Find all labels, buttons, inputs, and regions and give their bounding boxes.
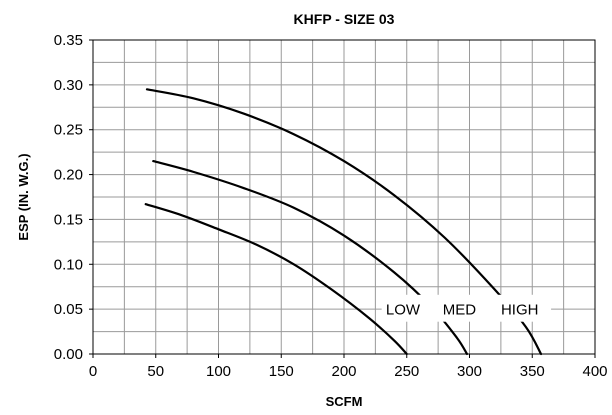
x-tick-label: 200 — [331, 363, 356, 380]
y-tick-label: 0.05 — [54, 301, 83, 318]
series-line-low — [144, 203, 408, 356]
x-tick-label: 300 — [457, 363, 482, 380]
x-tick-label: 50 — [147, 363, 164, 380]
series-line-med — [152, 160, 469, 356]
y-tick-label: 0.20 — [54, 167, 83, 184]
series-label-high: HIGH — [501, 302, 539, 319]
y-tick-label: 0.35 — [54, 32, 83, 49]
series-label-background — [381, 294, 552, 322]
x-tick-label: 0 — [89, 363, 97, 380]
x-axis-title: SCFM — [326, 394, 363, 409]
x-tick-label: 150 — [269, 363, 294, 380]
series-label-med: MED — [443, 302, 477, 319]
y-tick-label: 0.25 — [54, 122, 83, 139]
label-layer: LOW MED HIGH — [381, 294, 552, 322]
y-tick-label: 0.00 — [54, 346, 83, 363]
y-tick-label: 0.15 — [54, 211, 83, 228]
x-tick-label: 250 — [394, 363, 419, 380]
x-tick-label: 350 — [520, 363, 545, 380]
series-label-low: LOW — [386, 302, 421, 319]
tick-layer: 0 50 100 150 200 250 300 350 400 0.00 0.05 0.10 0.15… — [54, 32, 608, 380]
chart-title: KHFP - SIZE 03 — [294, 11, 395, 27]
x-tick-label: 100 — [206, 363, 231, 380]
y-axis-title: ESP (IN. W.G.) — [16, 153, 31, 240]
y-tick-label: 0.10 — [54, 256, 83, 273]
x-tick-label: 400 — [582, 363, 607, 380]
y-tick-label: 0.30 — [54, 77, 83, 94]
